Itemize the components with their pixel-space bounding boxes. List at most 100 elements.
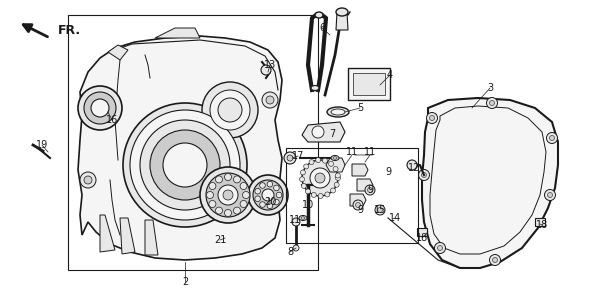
Text: 12: 12 [408,163,420,173]
Polygon shape [145,220,158,255]
Bar [353,73,385,95]
Bar [68,15,318,270]
Circle shape [325,192,330,197]
Circle shape [266,196,274,204]
Circle shape [310,168,330,188]
Text: 11: 11 [346,147,358,157]
Circle shape [206,191,214,198]
Circle shape [318,194,323,198]
Circle shape [292,218,300,226]
Circle shape [260,183,266,188]
Circle shape [418,169,430,181]
Circle shape [200,167,256,223]
Circle shape [545,190,556,200]
Text: 5: 5 [357,103,363,113]
Circle shape [302,160,338,196]
Bar [286,148,418,243]
Circle shape [234,207,241,214]
Circle shape [253,180,283,210]
Circle shape [80,92,96,108]
Circle shape [267,182,273,187]
Circle shape [284,152,296,164]
Circle shape [215,176,222,183]
Circle shape [333,166,338,172]
Circle shape [301,183,306,188]
Text: 2: 2 [182,277,188,287]
Circle shape [365,185,375,195]
Circle shape [300,177,304,182]
Bar [535,218,545,226]
Circle shape [368,188,372,193]
Polygon shape [78,36,282,260]
Circle shape [261,65,271,75]
Circle shape [336,175,340,181]
Ellipse shape [331,109,345,115]
Bar [348,68,390,100]
Polygon shape [120,218,135,254]
Circle shape [210,90,250,130]
Ellipse shape [327,107,349,117]
Text: FR.: FR. [58,23,81,36]
Circle shape [240,182,247,190]
Text: 20: 20 [264,197,276,207]
Polygon shape [350,194,366,206]
Circle shape [206,173,250,217]
Text: 19: 19 [36,140,48,150]
Circle shape [202,82,258,138]
Text: 9: 9 [357,205,363,215]
Circle shape [323,158,327,163]
Circle shape [274,185,279,191]
Circle shape [300,170,306,175]
Circle shape [267,203,273,209]
Circle shape [274,199,279,205]
Ellipse shape [333,157,337,159]
Ellipse shape [299,216,307,221]
Circle shape [242,191,250,198]
Text: 6: 6 [319,23,325,33]
Circle shape [248,175,288,215]
Text: 9: 9 [367,185,373,195]
Circle shape [378,207,382,213]
Circle shape [312,126,324,138]
Circle shape [304,164,309,169]
Text: 14: 14 [389,213,401,223]
Text: 13: 13 [264,60,276,70]
Circle shape [375,205,385,215]
Text: 11: 11 [289,215,301,225]
Circle shape [334,182,339,187]
Bar [417,228,427,236]
Circle shape [312,192,316,197]
Circle shape [218,185,238,205]
Circle shape [548,193,552,197]
Circle shape [84,92,116,124]
Text: 11: 11 [364,147,376,157]
Circle shape [329,161,333,166]
Circle shape [215,207,222,214]
Circle shape [262,92,278,108]
Circle shape [490,101,494,105]
Polygon shape [336,12,348,30]
Circle shape [316,158,320,163]
Circle shape [225,209,231,216]
Text: 10: 10 [302,200,314,210]
Text: 18: 18 [536,220,548,230]
Circle shape [306,189,310,194]
Polygon shape [352,164,368,176]
Circle shape [353,200,363,210]
Circle shape [209,200,216,207]
Circle shape [421,172,427,178]
Circle shape [262,192,278,208]
Text: 15: 15 [374,205,386,215]
Circle shape [84,96,92,104]
Circle shape [266,96,274,104]
Circle shape [434,243,445,253]
Circle shape [223,190,233,200]
Text: 7: 7 [329,129,335,139]
Ellipse shape [301,217,305,219]
Ellipse shape [315,12,323,18]
Circle shape [78,86,122,130]
Polygon shape [302,122,345,142]
Text: 8: 8 [287,247,293,257]
Circle shape [335,173,340,178]
Circle shape [209,182,216,190]
